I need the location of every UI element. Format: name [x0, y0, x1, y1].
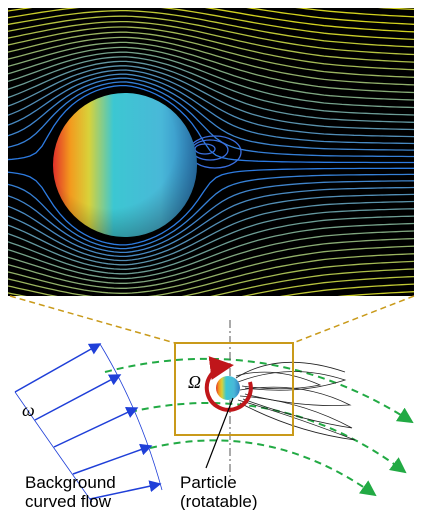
background-label: Background [25, 473, 116, 492]
Omega-label: Ω [188, 372, 201, 392]
velocity-arrow [73, 446, 151, 474]
streamline [0, 314, 422, 343]
wake-line [236, 372, 320, 389]
background-label: curved flow [25, 492, 112, 510]
particle-label: (rotatable) [180, 492, 257, 510]
zoom-line [293, 296, 414, 343]
velocity-arrow [54, 408, 137, 447]
figure: ω Ω Background curved flow Particle (rot… [0, 0, 422, 510]
wake-line [240, 396, 352, 428]
sphere-shade [53, 93, 197, 237]
particle [216, 376, 240, 400]
zoom-line [10, 296, 175, 343]
streamline [0, 291, 422, 326]
streamline [0, 299, 422, 332]
velocity-arrow [35, 375, 120, 420]
particle-label: Particle [180, 473, 237, 492]
flow-arc [130, 403, 405, 472]
omega-label: ω [22, 400, 35, 420]
wake-lines [236, 362, 355, 440]
curved-flow [105, 359, 412, 495]
velocity-arrow [15, 344, 100, 392]
